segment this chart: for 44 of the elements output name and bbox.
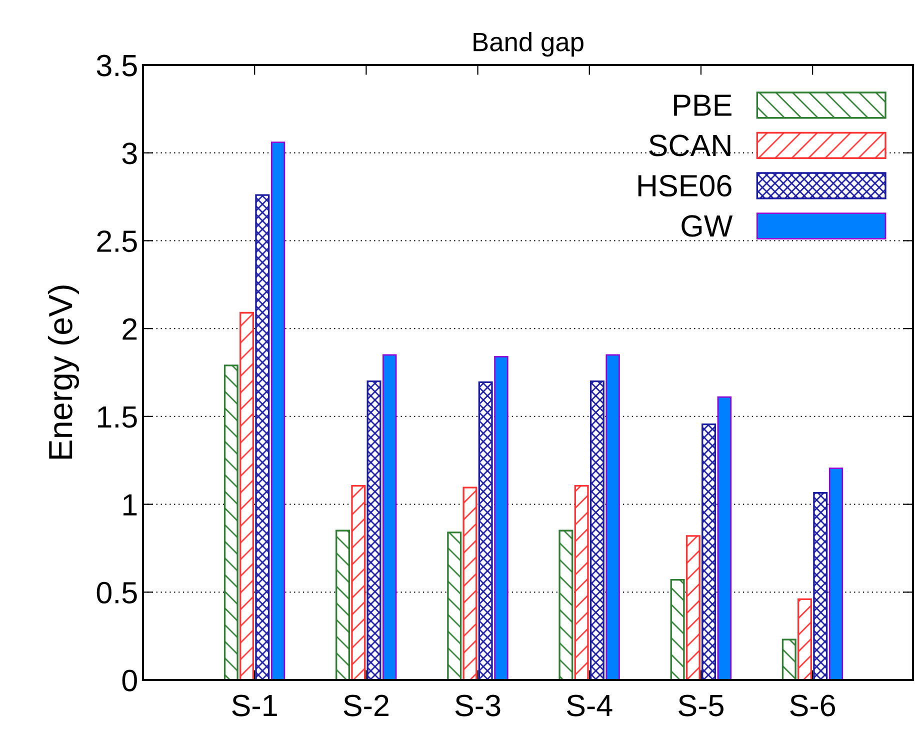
x-tick-label: S-5 [678, 694, 724, 716]
bar [447, 532, 462, 680]
bar [224, 364, 238, 680]
bar [782, 638, 796, 680]
x-tick-label: S-3 [455, 694, 500, 716]
legend-label: HSE06 [638, 174, 732, 197]
chart-title: Band gap [474, 32, 584, 57]
bar [813, 492, 828, 680]
bar [574, 485, 589, 680]
y-tick-label: 3.5 [96, 54, 137, 76]
legend-label: SCAN [649, 134, 730, 156]
y-tick-label: 1.5 [98, 406, 137, 428]
bar [828, 468, 844, 680]
x-tick-label: S-2 [344, 694, 388, 716]
bar [590, 380, 604, 680]
bar [670, 579, 685, 680]
bar [336, 530, 350, 680]
legend-label: PBE [674, 94, 732, 116]
bar [270, 142, 286, 680]
bar [255, 194, 270, 680]
x-tick-label: S-4 [566, 694, 612, 716]
x-tick-label: S-6 [790, 694, 835, 716]
bar [240, 312, 254, 680]
bar [366, 380, 382, 680]
y-tick-label: 2.5 [97, 230, 137, 252]
bar [798, 598, 812, 680]
y-tick-label: 3 [122, 142, 137, 164]
y-tick-label: 0 [122, 670, 137, 692]
bar [351, 485, 366, 680]
y-tick-label: 0.5 [96, 582, 137, 604]
y-tick-label: 1 [123, 494, 137, 516]
bar [494, 356, 508, 680]
bar [558, 530, 574, 680]
bar [382, 354, 397, 680]
y-axis-title: Energy (eV) [48, 286, 79, 459]
x-tick-label: S-1 [232, 694, 277, 716]
bar [717, 396, 732, 680]
legend-label: GW [682, 215, 733, 237]
bar [702, 424, 716, 680]
bar [606, 354, 620, 680]
bar [686, 535, 700, 680]
bar [462, 486, 478, 680]
bar [478, 381, 493, 680]
y-tick-label: 2 [122, 318, 137, 340]
